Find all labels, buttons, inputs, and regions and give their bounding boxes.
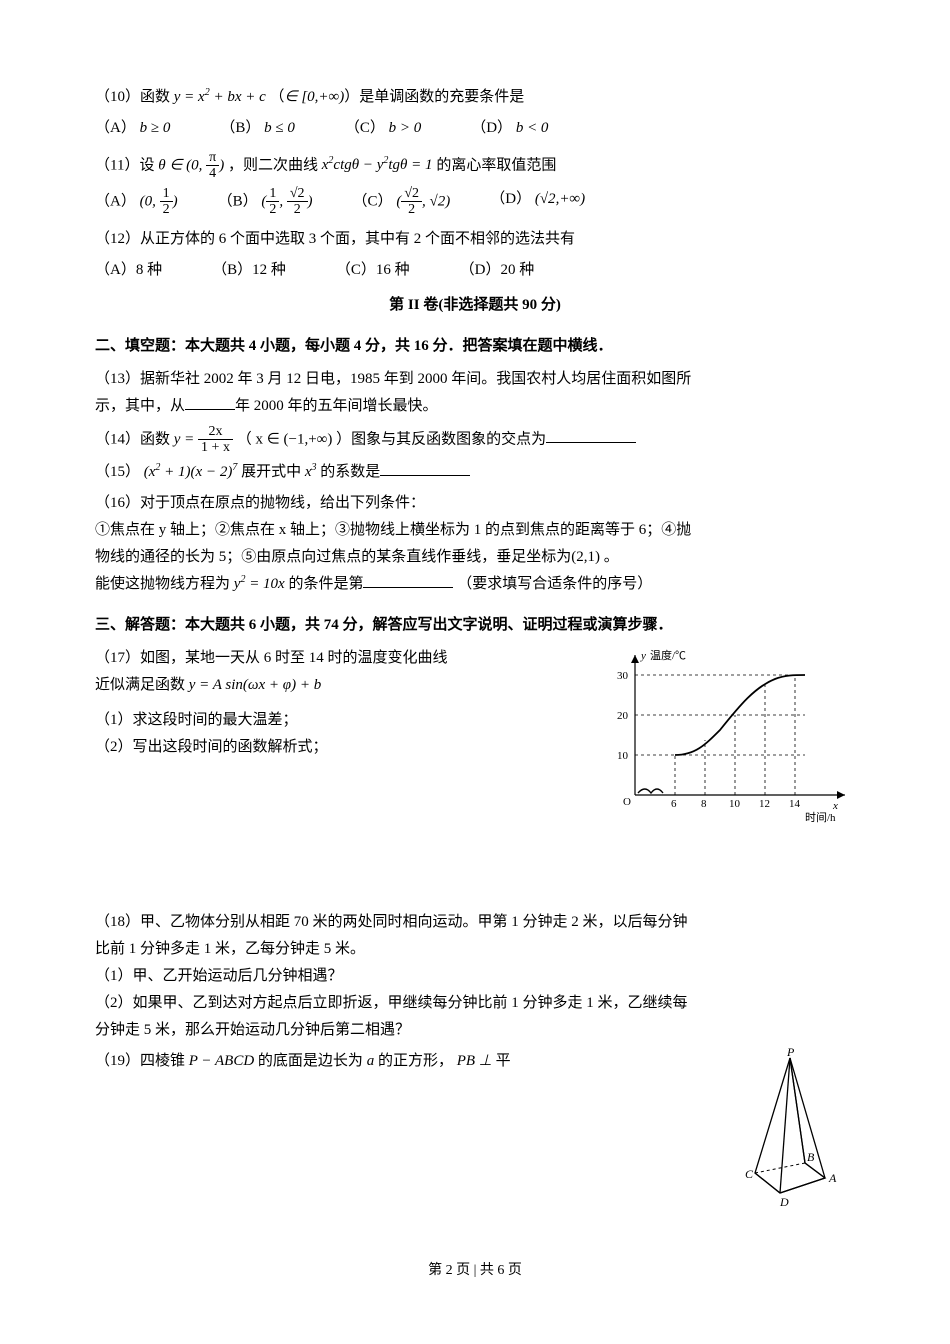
question-16: （16）对于顶点在原点的抛物线，给出下列条件： ①焦点在 y 轴上；②焦点在 x… bbox=[95, 490, 855, 598]
q11-options: （A） (0, 12) （B） (12, √22) （C） (√22, √2) … bbox=[95, 186, 855, 218]
q10-opt-a: （A） b ≥ 0 bbox=[95, 115, 170, 142]
blank bbox=[380, 460, 470, 476]
q10-label: （10）函数 bbox=[95, 89, 170, 105]
svg-text:8: 8 bbox=[701, 798, 707, 810]
blank bbox=[185, 394, 235, 410]
svg-text:14: 14 bbox=[789, 798, 801, 810]
y-axis-label: 温度/℃ bbox=[650, 648, 686, 662]
question-18: （18）甲、乙物体分别从相距 70 米的两处同时相向运动。甲第 1 分钟走 2 … bbox=[95, 909, 855, 1044]
q12-opt-c: （C）16 种 bbox=[336, 257, 410, 284]
question-15: （15） (x2 + 1)(x − 2)7 展开式中 x3 的系数是 bbox=[95, 459, 855, 486]
svg-text:B: B bbox=[807, 1150, 815, 1164]
question-14: （14）函数 y = 2x1 + x （ x ∈ (−1,+∞) ）图象与其反函… bbox=[95, 424, 855, 456]
question-10: （10）函数 y = x2 + bx + c （∈ [0,+∞)）是单调函数的充… bbox=[95, 84, 855, 111]
q10-opt-c: （C） b > 0 bbox=[345, 115, 421, 142]
blank bbox=[546, 427, 636, 443]
q11-opt-d: （D） (√2,+∞) bbox=[490, 186, 585, 218]
question-11: （11）设 θ ∈ (0, π4) ，则二次曲线 x2ctgθ − y2tgθ … bbox=[95, 150, 855, 182]
svg-text:P: P bbox=[786, 1048, 795, 1059]
temperature-chart: O y 温度/℃ x 时间/h 10 20 30 6 8 10 12 14 bbox=[605, 645, 855, 835]
question-13: （13）据新华社 2002 年 3 月 12 日电，1985 年到 2000 年… bbox=[95, 366, 855, 420]
q10-opt-d: （D） b < 0 bbox=[471, 115, 548, 142]
q12-opt-b: （B）12 种 bbox=[212, 257, 286, 284]
blank bbox=[363, 572, 453, 588]
svg-text:6: 6 bbox=[671, 798, 677, 810]
q12-options: （A）8 种 （B）12 种 （C）16 种 （D）20 种 bbox=[95, 257, 855, 284]
origin-label: O bbox=[623, 796, 631, 808]
q10-opt-b: （B） b ≤ 0 bbox=[220, 115, 295, 142]
svg-text:x: x bbox=[832, 800, 838, 812]
part2-heading: 第 II 卷(非选择题共 90 分) bbox=[95, 292, 855, 319]
x-axis-label: 时间/h bbox=[805, 811, 836, 824]
pyramid-figure: P A B C D bbox=[725, 1048, 855, 1218]
section-3-heading: 三、解答题：本大题共 6 小题，共 74 分，解答应写出文字说明、证明过程或演算… bbox=[95, 612, 855, 639]
question-19: P A B C D （19）四棱锥 P − ABCD 的底面是边长为 a 的正方… bbox=[95, 1048, 855, 1218]
q11-opt-a: （A） (0, 12) bbox=[95, 186, 178, 218]
q11-opt-b: （B） (12, √22) bbox=[218, 186, 313, 218]
page-footer: 第 2 页 | 共 6 页 bbox=[95, 1258, 855, 1283]
svg-text:12: 12 bbox=[759, 798, 770, 810]
svg-text:10: 10 bbox=[729, 798, 741, 810]
svg-text:20: 20 bbox=[617, 710, 629, 722]
svg-text:C: C bbox=[745, 1167, 754, 1181]
svg-text:y: y bbox=[640, 650, 646, 662]
q10-options: （A） b ≥ 0 （B） b ≤ 0 （C） b > 0 （D） b < 0 bbox=[95, 115, 855, 142]
q12-opt-a: （A）8 种 bbox=[95, 257, 162, 284]
q12-opt-d: （D）20 种 bbox=[460, 257, 535, 284]
svg-text:30: 30 bbox=[617, 670, 629, 682]
question-12: （12）从正方体的 6 个面中选取 3 个面，其中有 2 个面不相邻的选法共有 bbox=[95, 226, 855, 253]
section-2-heading: 二、填空题：本大题共 4 小题，每小题 4 分，共 16 分．把答案填在题中横线… bbox=[95, 333, 855, 360]
svg-text:A: A bbox=[828, 1171, 837, 1185]
svg-text:10: 10 bbox=[617, 750, 629, 762]
question-17: O y 温度/℃ x 时间/h 10 20 30 6 8 10 12 14 bbox=[95, 645, 855, 835]
q11-opt-c: （C） (√22, √2) bbox=[353, 186, 451, 218]
svg-text:D: D bbox=[779, 1195, 789, 1208]
